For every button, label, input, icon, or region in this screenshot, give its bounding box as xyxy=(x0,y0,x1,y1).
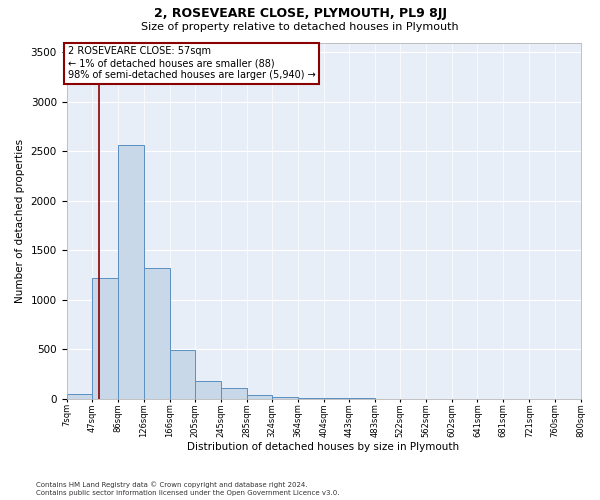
Bar xyxy=(118,146,143,399)
X-axis label: Distribution of detached houses by size in Plymouth: Distribution of detached houses by size … xyxy=(187,442,460,452)
Bar xyxy=(247,395,272,399)
Y-axis label: Number of detached properties: Number of detached properties xyxy=(15,138,25,303)
Bar xyxy=(92,278,118,399)
Text: Contains public sector information licensed under the Open Government Licence v3: Contains public sector information licen… xyxy=(36,490,340,496)
Bar xyxy=(67,394,92,399)
Text: 2 ROSEVEARE CLOSE: 57sqm
← 1% of detached houses are smaller (88)
98% of semi-de: 2 ROSEVEARE CLOSE: 57sqm ← 1% of detache… xyxy=(68,46,316,80)
Bar xyxy=(221,388,247,399)
Bar xyxy=(143,268,170,399)
Text: Contains HM Land Registry data © Crown copyright and database right 2024.: Contains HM Land Registry data © Crown c… xyxy=(36,481,308,488)
Bar xyxy=(298,398,324,399)
Text: 2, ROSEVEARE CLOSE, PLYMOUTH, PL9 8JJ: 2, ROSEVEARE CLOSE, PLYMOUTH, PL9 8JJ xyxy=(154,8,446,20)
Bar xyxy=(195,380,221,399)
Bar xyxy=(272,397,298,399)
Text: Size of property relative to detached houses in Plymouth: Size of property relative to detached ho… xyxy=(141,22,459,32)
Bar xyxy=(170,350,195,399)
